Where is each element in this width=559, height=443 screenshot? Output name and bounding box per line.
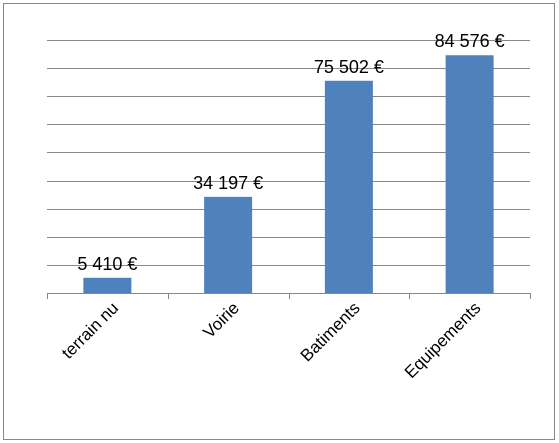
value-label: 34 197 € (193, 173, 263, 193)
value-label: 84 576 € (435, 31, 505, 51)
value-label: 5 410 € (77, 254, 137, 274)
bar (204, 196, 253, 293)
bar (324, 80, 373, 293)
bar (83, 277, 132, 293)
value-label: 75 502 € (314, 57, 384, 77)
bar (445, 55, 494, 293)
